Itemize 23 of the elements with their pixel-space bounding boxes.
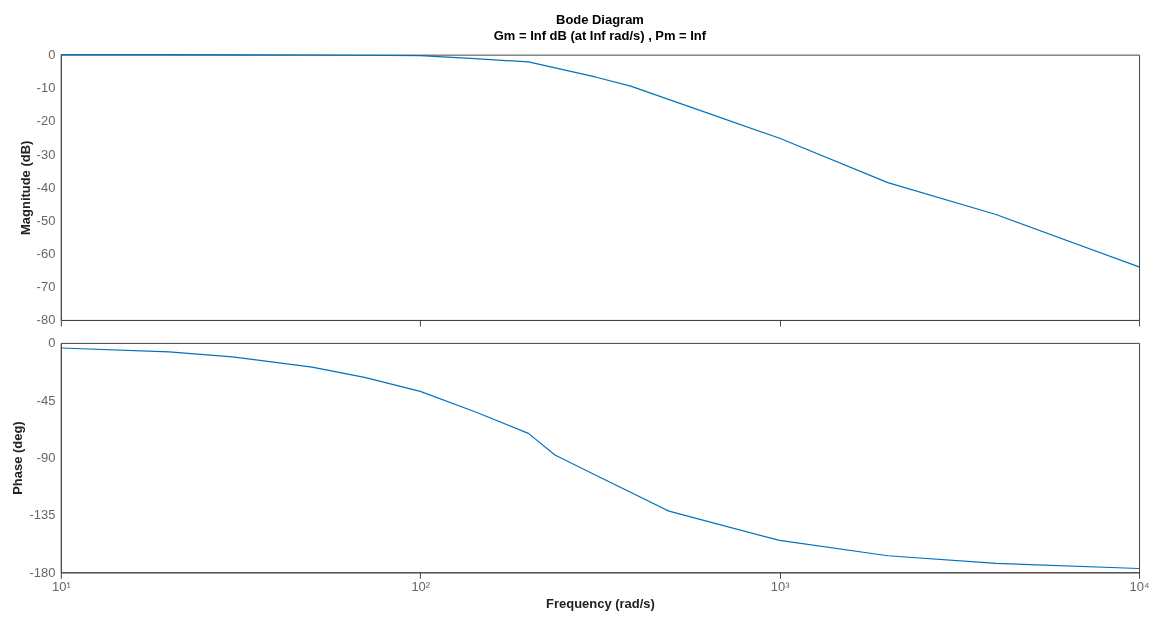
y-tick-label: -50 — [36, 212, 56, 228]
y-tick-label: -60 — [36, 246, 56, 262]
y-tick-label: 0 — [48, 335, 56, 351]
y-tick-label: -90 — [36, 450, 56, 466]
y-tick-label: -80 — [36, 312, 56, 328]
y-tick-label: -30 — [36, 146, 56, 162]
y-axis-title: Phase (deg) — [10, 421, 26, 495]
y-tick-label: -45 — [36, 392, 56, 408]
y-tick-label: -180 — [29, 564, 56, 580]
chart-subtitle: Gm = Inf dB (at Inf rad/s) , Pm = Inf — [493, 27, 707, 43]
y-tick-label: -40 — [36, 179, 56, 195]
y-tick-label: 0 — [48, 47, 56, 63]
x-tick-label: 10³ — [770, 578, 791, 594]
y-tick-label: -20 — [36, 113, 56, 129]
y-tick-label: -70 — [36, 279, 56, 295]
x-tick-label: 10² — [411, 578, 431, 594]
chart-title: Bode Diagram — [556, 11, 644, 27]
x-tick-label: 10¹ — [51, 578, 72, 594]
x-tick-label: 10⁴ — [1129, 578, 1150, 594]
y-axis-title: Magnitude (dB) — [17, 140, 33, 235]
y-tick-label: -135 — [29, 507, 56, 523]
x-axis-title: Frequency (rad/s) — [546, 595, 655, 611]
y-tick-label: -10 — [36, 80, 56, 96]
